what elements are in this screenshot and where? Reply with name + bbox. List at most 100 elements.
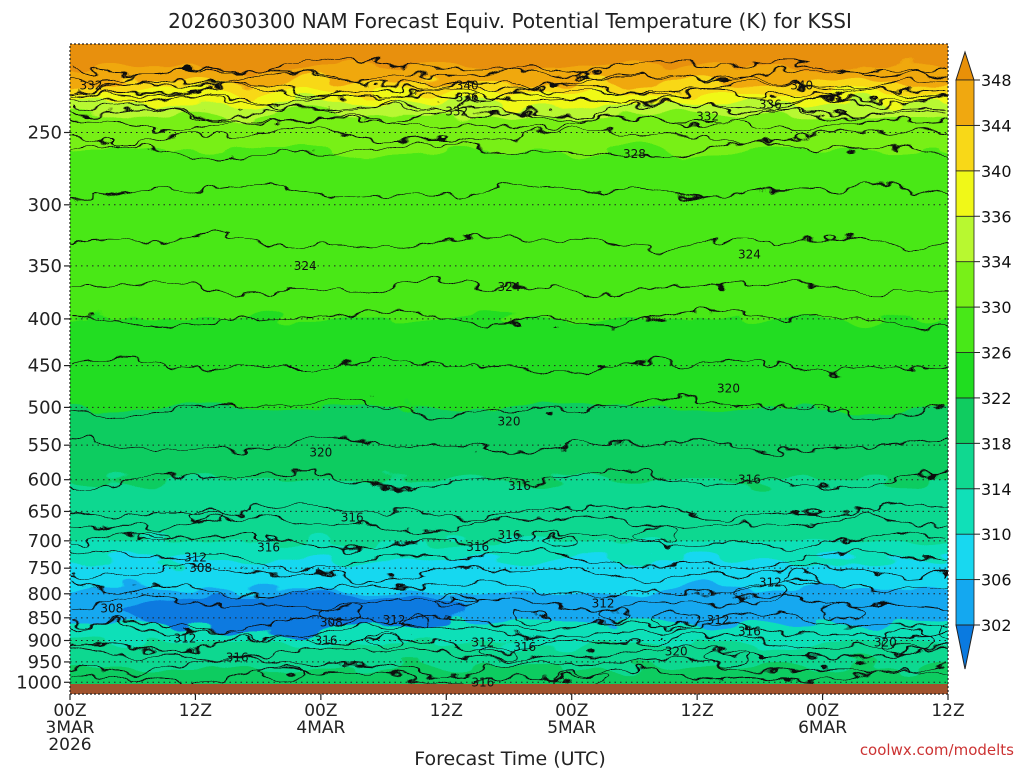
contour-label: 308: [100, 601, 123, 615]
contour-cell: [822, 605, 864, 621]
contour-label: 336: [456, 91, 479, 105]
x-axis-title: Forecast Time (UTC): [414, 748, 605, 768]
contour-line: [70, 235, 948, 251]
colorbar-label: 310: [981, 525, 1012, 544]
colorbar-label: 314: [981, 480, 1012, 499]
contour-cell: [400, 612, 430, 632]
colorbar-segment: [955, 170, 975, 217]
contour-label: 332: [79, 78, 102, 92]
contour-line: [70, 89, 948, 107]
fill-band: [70, 92, 948, 105]
contour-line: [70, 632, 948, 653]
contour-line: [70, 140, 948, 161]
theta-e-fill-bands: [70, 44, 948, 694]
y-tick-label: 400: [28, 309, 62, 330]
contour-cell: [937, 623, 948, 641]
contour-label: 312: [592, 597, 615, 611]
contour-label: 316: [341, 510, 364, 524]
fill-band: [70, 560, 948, 591]
contour-label: 312: [471, 636, 494, 650]
y-tick-label: 650: [28, 501, 62, 522]
x-tick-label: 12Z: [681, 701, 714, 721]
cold-pool: [129, 593, 470, 634]
contour-label: 316: [466, 540, 489, 554]
contour-label: 308: [320, 615, 343, 629]
contour-label: 328: [623, 147, 646, 161]
x-tick-label: 00Z: [53, 701, 86, 721]
credit-text: coolwx.com/modelts: [860, 741, 1014, 759]
contour-line: [70, 612, 948, 633]
contour-label: 316: [513, 640, 536, 654]
contour-line: [70, 280, 948, 296]
x-tick-label: 12Z: [179, 701, 212, 721]
colorbar-arrow-bottom: [955, 624, 975, 670]
colorbar-segment: [955, 125, 975, 172]
x-tick-label: 00Z: [555, 701, 588, 721]
y-tick-label: 450: [28, 356, 62, 377]
colorbar-segment: [955, 579, 975, 626]
contour-line: [70, 183, 948, 200]
contour-label: 320: [717, 382, 740, 396]
contour-label: 312: [383, 613, 406, 627]
y-axis-ticks: 2503003504004505005506006507007508008509…: [16, 122, 70, 693]
y-tick-label: 850: [28, 608, 62, 629]
contour-line: [70, 309, 948, 330]
y-tick-label: 750: [28, 558, 62, 579]
ground-strip: [70, 684, 948, 694]
contour-cell: [708, 649, 749, 667]
contour-label: 320: [309, 445, 332, 459]
contour-line: [70, 515, 948, 532]
x-tick-label: 2026: [48, 735, 91, 755]
colorbar-segment: [955, 306, 975, 353]
contour-line: [70, 127, 948, 145]
colorbar-label: 326: [981, 344, 1012, 363]
colorbar-segment: [955, 261, 975, 308]
colorbar-label: 336: [981, 207, 1012, 226]
fill-band: [70, 116, 948, 154]
y-tick-label: 700: [28, 531, 62, 552]
colorbar-segment: [955, 215, 975, 263]
contour-line: [70, 623, 948, 640]
y-tick-label: 950: [28, 652, 62, 673]
colorbar-arrow-top: [955, 50, 975, 81]
colorbar: 302 306 310 314 318 322 326 330 334 336 340 344 348: [955, 50, 1012, 670]
y-tick-label: 800: [28, 584, 62, 605]
contour-line: [70, 469, 948, 490]
x-tick-label: 12Z: [931, 701, 964, 721]
contour-line: [70, 503, 948, 520]
contour-line: [70, 436, 948, 454]
y-tick-label: 250: [28, 122, 62, 143]
contour-line: [70, 578, 948, 600]
contour-label: 316: [738, 473, 761, 487]
colorbar-segment: [955, 533, 975, 580]
y-tick-label: 900: [28, 630, 62, 651]
colorbar-label: 334: [981, 253, 1012, 272]
x-tick-label: 00Z: [806, 701, 839, 721]
contour-line: [70, 564, 948, 582]
contour-label: 336: [759, 98, 782, 112]
x-tick-label: 12Z: [430, 701, 463, 721]
contour-label: 316: [226, 651, 249, 665]
fill-band: [70, 67, 948, 84]
contour-label: 320: [665, 644, 688, 658]
contour-line: [70, 550, 948, 571]
contour-label: 320: [498, 414, 521, 428]
contour-cell: [553, 672, 611, 684]
x-tick-label: 6MAR: [798, 718, 847, 738]
y-tick-label: 600: [28, 470, 62, 491]
colorbar-segment: [955, 442, 975, 490]
colorbar-segment: [955, 79, 975, 126]
colorbar-label: 322: [981, 389, 1012, 408]
contour-lines: [70, 56, 948, 685]
colorbar-label: 344: [981, 116, 1012, 135]
contour-cell: [480, 646, 518, 660]
contour-label: 324: [498, 280, 521, 294]
contour-label: 332: [696, 109, 719, 123]
contour-cell: [511, 610, 549, 626]
contour-label: 324: [738, 247, 761, 261]
fill-band: [70, 407, 948, 482]
colorbar-label: 340: [981, 162, 1012, 181]
contour-cell: [634, 527, 676, 543]
plot-area: [70, 44, 948, 694]
